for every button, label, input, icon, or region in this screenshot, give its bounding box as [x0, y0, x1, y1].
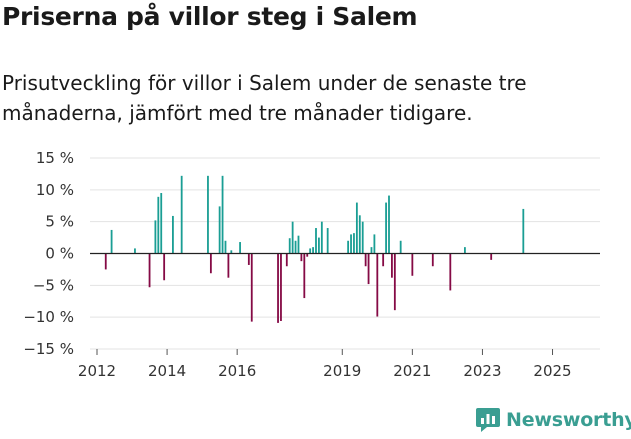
bar [209, 253, 212, 274]
y-tick-label: 10 % [36, 181, 74, 199]
bar [373, 234, 376, 254]
bar [364, 253, 367, 267]
y-tick-label: −5 % [33, 276, 74, 294]
bar [277, 253, 279, 323]
y-tick-label: 0 % [45, 245, 74, 263]
bar [227, 253, 230, 278]
bar [247, 253, 250, 265]
bar [320, 221, 323, 254]
bar [172, 215, 174, 254]
bar [221, 175, 224, 254]
newsworthy-logo-icon [476, 408, 500, 432]
bar [490, 253, 493, 260]
chart-title: Priserna på villor steg i Salem [2, 2, 418, 31]
x-tick-label: 2014 [148, 362, 186, 380]
chart-subtitle: Prisutveckling för villor i Salem under … [2, 71, 527, 125]
y-tick-label: 5 % [45, 213, 74, 231]
bar [300, 253, 303, 262]
bar [391, 253, 393, 278]
bar [376, 253, 379, 317]
bar [230, 250, 233, 254]
x-tick-label: 2025 [533, 362, 571, 380]
bar [393, 253, 396, 311]
bar [154, 220, 157, 254]
bar [157, 196, 160, 254]
last-value-label: 7 % [538, 0, 567, 4]
bar [367, 253, 370, 285]
bar [464, 247, 466, 254]
bar [382, 253, 385, 267]
bar [326, 228, 329, 254]
bar [239, 242, 241, 254]
bar [318, 237, 320, 254]
bar [134, 248, 136, 254]
bar [207, 175, 209, 254]
bar [411, 253, 414, 276]
x-tick-label: 2012 [78, 362, 116, 380]
bar [309, 248, 312, 254]
x-axis-ticks: 2012 2014 2016 2019 2021 2023 2025 [78, 349, 572, 380]
y-tick-label: 15 % [36, 149, 74, 167]
bar [431, 253, 434, 267]
x-tick-label: 2021 [393, 362, 431, 380]
bars [104, 175, 525, 323]
bar [160, 193, 163, 254]
bar [280, 253, 282, 321]
bar [522, 208, 525, 254]
bar [315, 228, 317, 254]
bar [353, 233, 355, 254]
bar [224, 240, 227, 254]
bar [347, 240, 350, 254]
x-tick-label: 2016 [218, 362, 256, 380]
newsworthy-logo-text: Newsworthy [506, 409, 631, 431]
bar [294, 240, 297, 254]
x-tick-label: 2019 [323, 362, 361, 380]
bar [370, 247, 373, 254]
bar [350, 234, 352, 254]
y-tick-label: −10 % [23, 308, 74, 326]
bar [250, 253, 253, 322]
y-axis-ticks: 15 % 10 % 5 % 0 % −5 % −10 % −15 % [23, 149, 74, 358]
x-tick-label: 2023 [463, 362, 501, 380]
bar [355, 202, 358, 254]
bar [148, 253, 151, 288]
bar [361, 221, 364, 254]
bar [388, 195, 390, 254]
y-tick-label: −15 % [23, 340, 74, 358]
bar [312, 247, 314, 254]
bar [218, 206, 221, 254]
bar [285, 253, 288, 267]
bar [288, 238, 291, 254]
bar [399, 240, 402, 254]
bar [449, 253, 452, 291]
newsworthy-logo[interactable]: Newsworthy [475, 407, 631, 433]
bar [303, 253, 306, 299]
gridlines [90, 157, 600, 350]
bar [291, 221, 294, 254]
bar [385, 202, 387, 254]
bar [104, 253, 107, 270]
bar [306, 253, 309, 257]
bar [163, 253, 166, 281]
bar [358, 215, 361, 254]
bar [297, 235, 300, 254]
bar [110, 229, 113, 254]
bar [180, 175, 183, 254]
